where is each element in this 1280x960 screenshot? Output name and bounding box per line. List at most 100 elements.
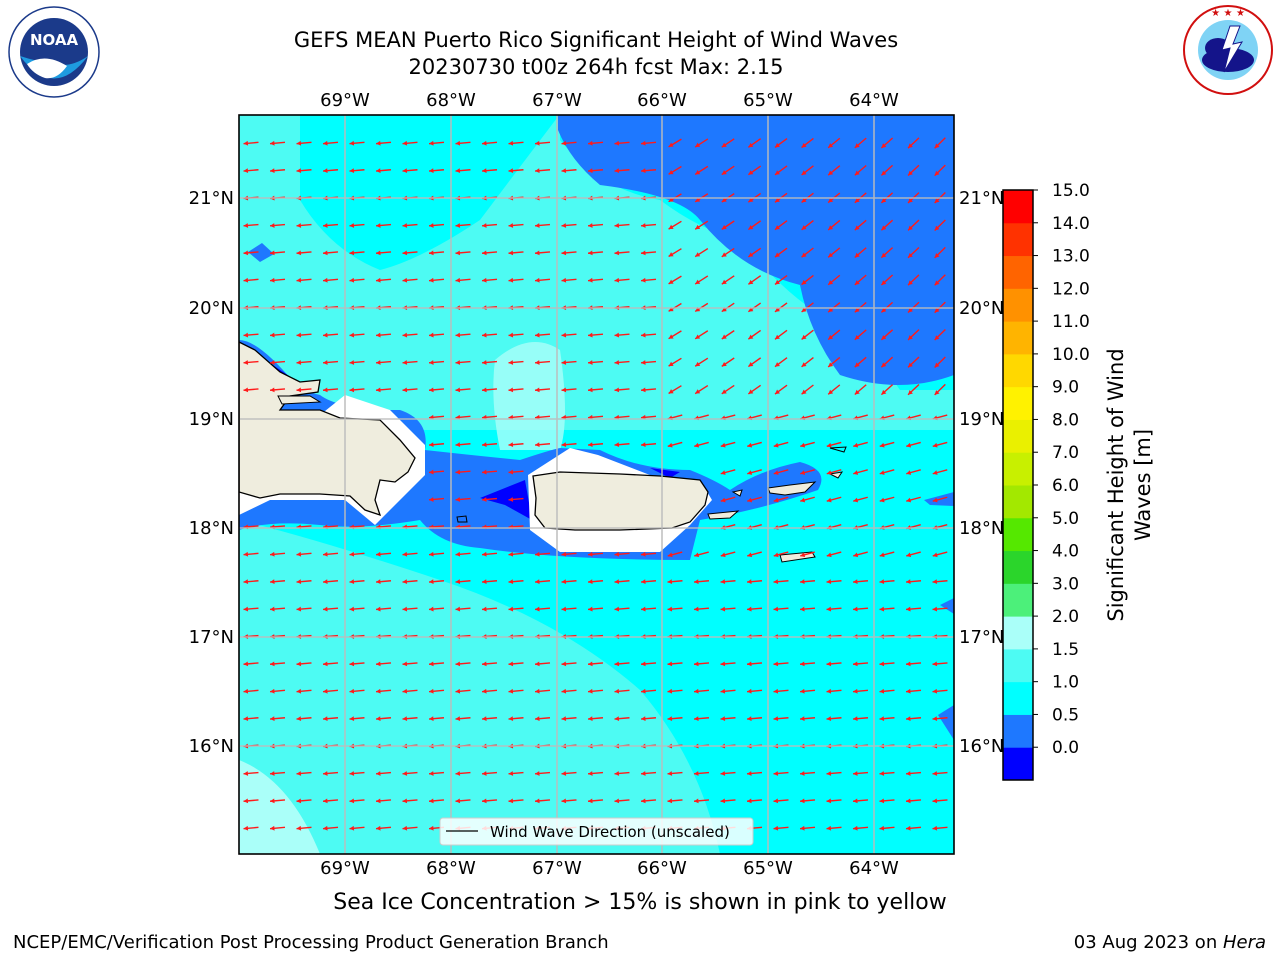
wave-arrow-head xyxy=(881,198,887,203)
wave-arrow-head xyxy=(853,579,858,585)
wave-arrow-head xyxy=(429,277,434,283)
wave-arrow-head xyxy=(482,716,487,722)
wave-arrow-head xyxy=(828,280,834,285)
wave-arrow-head xyxy=(881,170,887,176)
wave-arrow-head xyxy=(747,442,753,448)
wave-arrow-head xyxy=(774,389,780,395)
wave-arrow-head xyxy=(296,771,302,776)
wave-arrow-head xyxy=(748,334,754,340)
colorbar-tick-label: 10.0 xyxy=(1052,345,1090,365)
wave-arrow-head xyxy=(508,223,514,228)
noaa-logo: NOAA xyxy=(8,6,100,98)
wave-arrow-head xyxy=(323,579,328,585)
wave-arrow-head xyxy=(614,798,620,804)
wave-arrow-head xyxy=(376,250,381,256)
zone-low-northeast xyxy=(558,115,954,385)
wave-arrow-head xyxy=(614,606,620,612)
wave-arrow-head xyxy=(641,140,646,146)
lon-label: 69°W xyxy=(320,90,370,111)
wave-arrow-head xyxy=(695,279,701,285)
wave-arrow-head xyxy=(908,198,913,203)
wave-arrow-head xyxy=(482,360,487,365)
wave-arrow-head xyxy=(721,224,727,230)
lon-label: 64°W xyxy=(849,90,899,111)
wave-arrow-head xyxy=(270,798,275,804)
wave-arrow-head xyxy=(908,389,913,395)
colorbar-segment xyxy=(1003,452,1033,486)
lon-label: 66°W xyxy=(637,90,687,111)
wave-arrow-head xyxy=(748,197,754,203)
wave-arrow-head xyxy=(748,142,754,148)
wave-arrow-head xyxy=(561,360,567,365)
map-title: GEFS MEAN Puerto Rico Significant Height… xyxy=(293,28,899,52)
wave-arrow-head xyxy=(694,442,700,448)
wave-arrow-head xyxy=(482,661,487,667)
wave-arrow-head xyxy=(455,387,461,393)
wave-arrow-head xyxy=(535,798,540,804)
wave-arrow-head xyxy=(801,197,807,203)
wave-arrow-head xyxy=(270,551,275,557)
wave-arrow-head xyxy=(455,140,461,146)
footer-date-text: 03 Aug 2023 on xyxy=(1073,932,1223,953)
wave-arrow-head xyxy=(455,250,461,256)
wave-arrow-head xyxy=(695,389,701,394)
wave-arrow-head xyxy=(747,688,752,694)
wave-arrow-head xyxy=(243,387,249,393)
wave-arrow-head xyxy=(879,688,885,694)
wave-arrow-head xyxy=(854,252,860,258)
wave-arrow-head xyxy=(853,798,858,804)
wave-arrow-head xyxy=(535,277,540,283)
lon-label: 69°W xyxy=(320,858,370,879)
wave-arrow-head xyxy=(455,277,461,283)
wave-arrow-head xyxy=(402,606,408,612)
wave-arrow-head xyxy=(349,332,355,338)
wave-arrow-head xyxy=(455,798,461,804)
wave-arrow-head xyxy=(402,661,408,667)
colorbar-tick-label: 2.0 xyxy=(1052,607,1079,627)
wave-arrow-head xyxy=(748,252,754,257)
wave-arrow-head xyxy=(429,551,434,557)
wave-arrow-head xyxy=(349,771,355,776)
wave-arrow-head xyxy=(801,389,807,395)
colorbar-tick-label: 5.0 xyxy=(1052,509,1079,529)
wave-arrow-head xyxy=(879,825,885,831)
wave-arrow-head xyxy=(323,250,328,256)
wave-arrow-head xyxy=(296,551,302,557)
wave-arrow-head xyxy=(906,661,911,667)
wave-arrow-head xyxy=(323,661,328,667)
wave-arrow-head xyxy=(932,825,938,831)
lon-label: 68°W xyxy=(426,858,476,879)
colorbar-segment xyxy=(1003,288,1033,322)
wave-arrow-head xyxy=(323,606,328,612)
wave-arrow-head xyxy=(773,497,779,503)
wave-arrow-head xyxy=(429,661,434,667)
wave-arrow-head xyxy=(773,579,779,585)
wave-arrow-head xyxy=(402,579,408,585)
wave-arrow-head xyxy=(641,332,646,338)
wave-arrow-head xyxy=(695,307,701,312)
wave-arrow-head xyxy=(773,771,779,776)
wave-arrow-head xyxy=(853,716,858,722)
wave-arrow-head xyxy=(455,661,461,667)
wave-arrow-head xyxy=(429,688,434,694)
lon-labels-top: 69°W 68°W 67°W 66°W 65°W 64°W xyxy=(320,90,899,111)
wave-arrow-head xyxy=(614,223,620,228)
wave-arrow-head xyxy=(243,360,249,365)
wave-arrow-head xyxy=(826,798,832,804)
wave-arrow-head xyxy=(721,142,727,148)
colorbar: 15.0 14.0 13.0 12.0 11.0 10.0 9.0 8.0 7.0 6.0 5.0 4… xyxy=(1002,181,1090,781)
wave-arrow-head xyxy=(376,688,381,694)
wave-arrow-head xyxy=(482,798,487,804)
wave-arrow-head xyxy=(828,197,834,203)
wave-arrow-head xyxy=(323,551,328,557)
wave-arrow-head xyxy=(641,606,646,612)
wave-arrow-head xyxy=(641,387,646,393)
wave-arrow-head xyxy=(774,307,780,312)
colorbar-segment xyxy=(1003,616,1033,650)
wave-arrow-head xyxy=(720,552,726,558)
noaa-logo-text: NOAA xyxy=(30,31,79,49)
wave-arrow-head xyxy=(296,168,302,174)
wave-arrow-head xyxy=(853,606,858,612)
wave-arrow-head xyxy=(402,360,408,365)
wave-arrow-head xyxy=(800,716,805,722)
